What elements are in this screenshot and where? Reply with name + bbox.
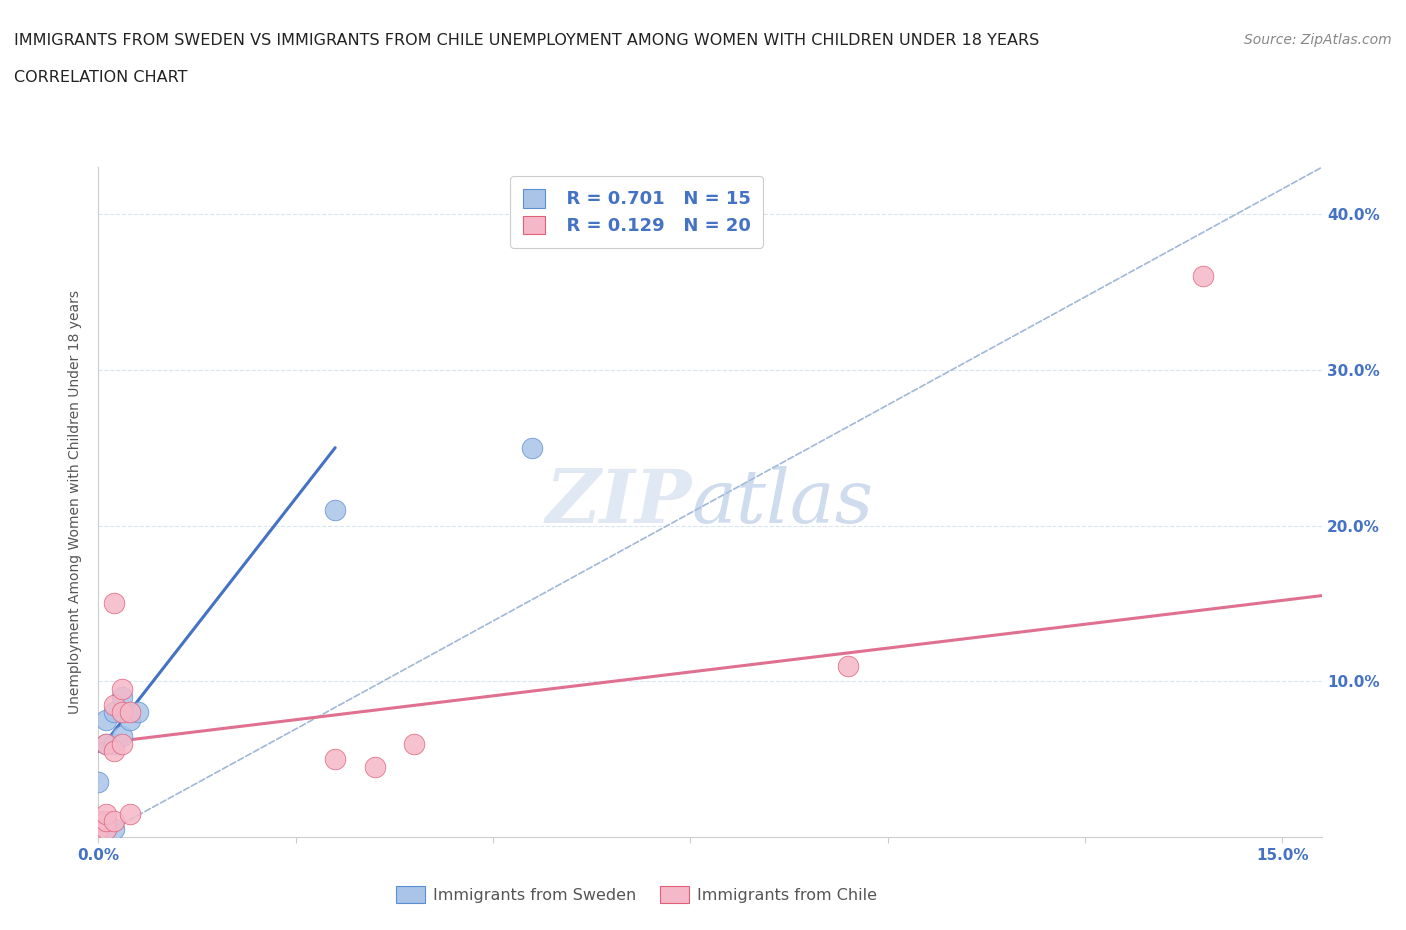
Text: atlas: atlas	[692, 466, 873, 538]
Point	[96, 817, 118, 832]
Text: ZIP: ZIP	[546, 466, 692, 538]
Point	[87, 814, 110, 829]
Y-axis label: Unemployment Among Women with Children Under 18 years: Unemployment Among Women with Children U…	[69, 290, 83, 714]
Text: Source: ZipAtlas.com: Source: ZipAtlas.com	[1244, 33, 1392, 46]
Point	[96, 806, 118, 821]
Point	[103, 698, 125, 712]
Point	[96, 822, 118, 837]
Point	[87, 822, 110, 837]
Point	[118, 712, 141, 727]
Point	[111, 737, 134, 751]
Point	[363, 760, 385, 775]
Point	[522, 440, 544, 455]
Text: IMMIGRANTS FROM SWEDEN VS IMMIGRANTS FROM CHILE UNEMPLOYMENT AMONG WOMEN WITH CH: IMMIGRANTS FROM SWEDEN VS IMMIGRANTS FRO…	[14, 33, 1039, 47]
Point	[111, 728, 134, 743]
Point	[103, 814, 125, 829]
Point	[118, 806, 141, 821]
Point	[87, 822, 110, 837]
Point	[404, 737, 426, 751]
Point	[103, 596, 125, 611]
Legend: Immigrants from Sweden, Immigrants from Chile: Immigrants from Sweden, Immigrants from …	[389, 880, 883, 910]
Point	[111, 689, 134, 704]
Text: CORRELATION CHART: CORRELATION CHART	[14, 70, 187, 85]
Point	[96, 737, 118, 751]
Point	[127, 705, 149, 720]
Point	[118, 705, 141, 720]
Point	[96, 814, 118, 829]
Point	[1192, 269, 1215, 284]
Point	[103, 705, 125, 720]
Point	[96, 822, 118, 837]
Point	[103, 737, 125, 751]
Point	[837, 658, 859, 673]
Point	[96, 737, 118, 751]
Point	[111, 705, 134, 720]
Point	[111, 682, 134, 697]
Point	[103, 822, 125, 837]
Point	[87, 775, 110, 790]
Point	[323, 751, 346, 766]
Point	[323, 502, 346, 517]
Point	[103, 744, 125, 759]
Point	[96, 712, 118, 727]
